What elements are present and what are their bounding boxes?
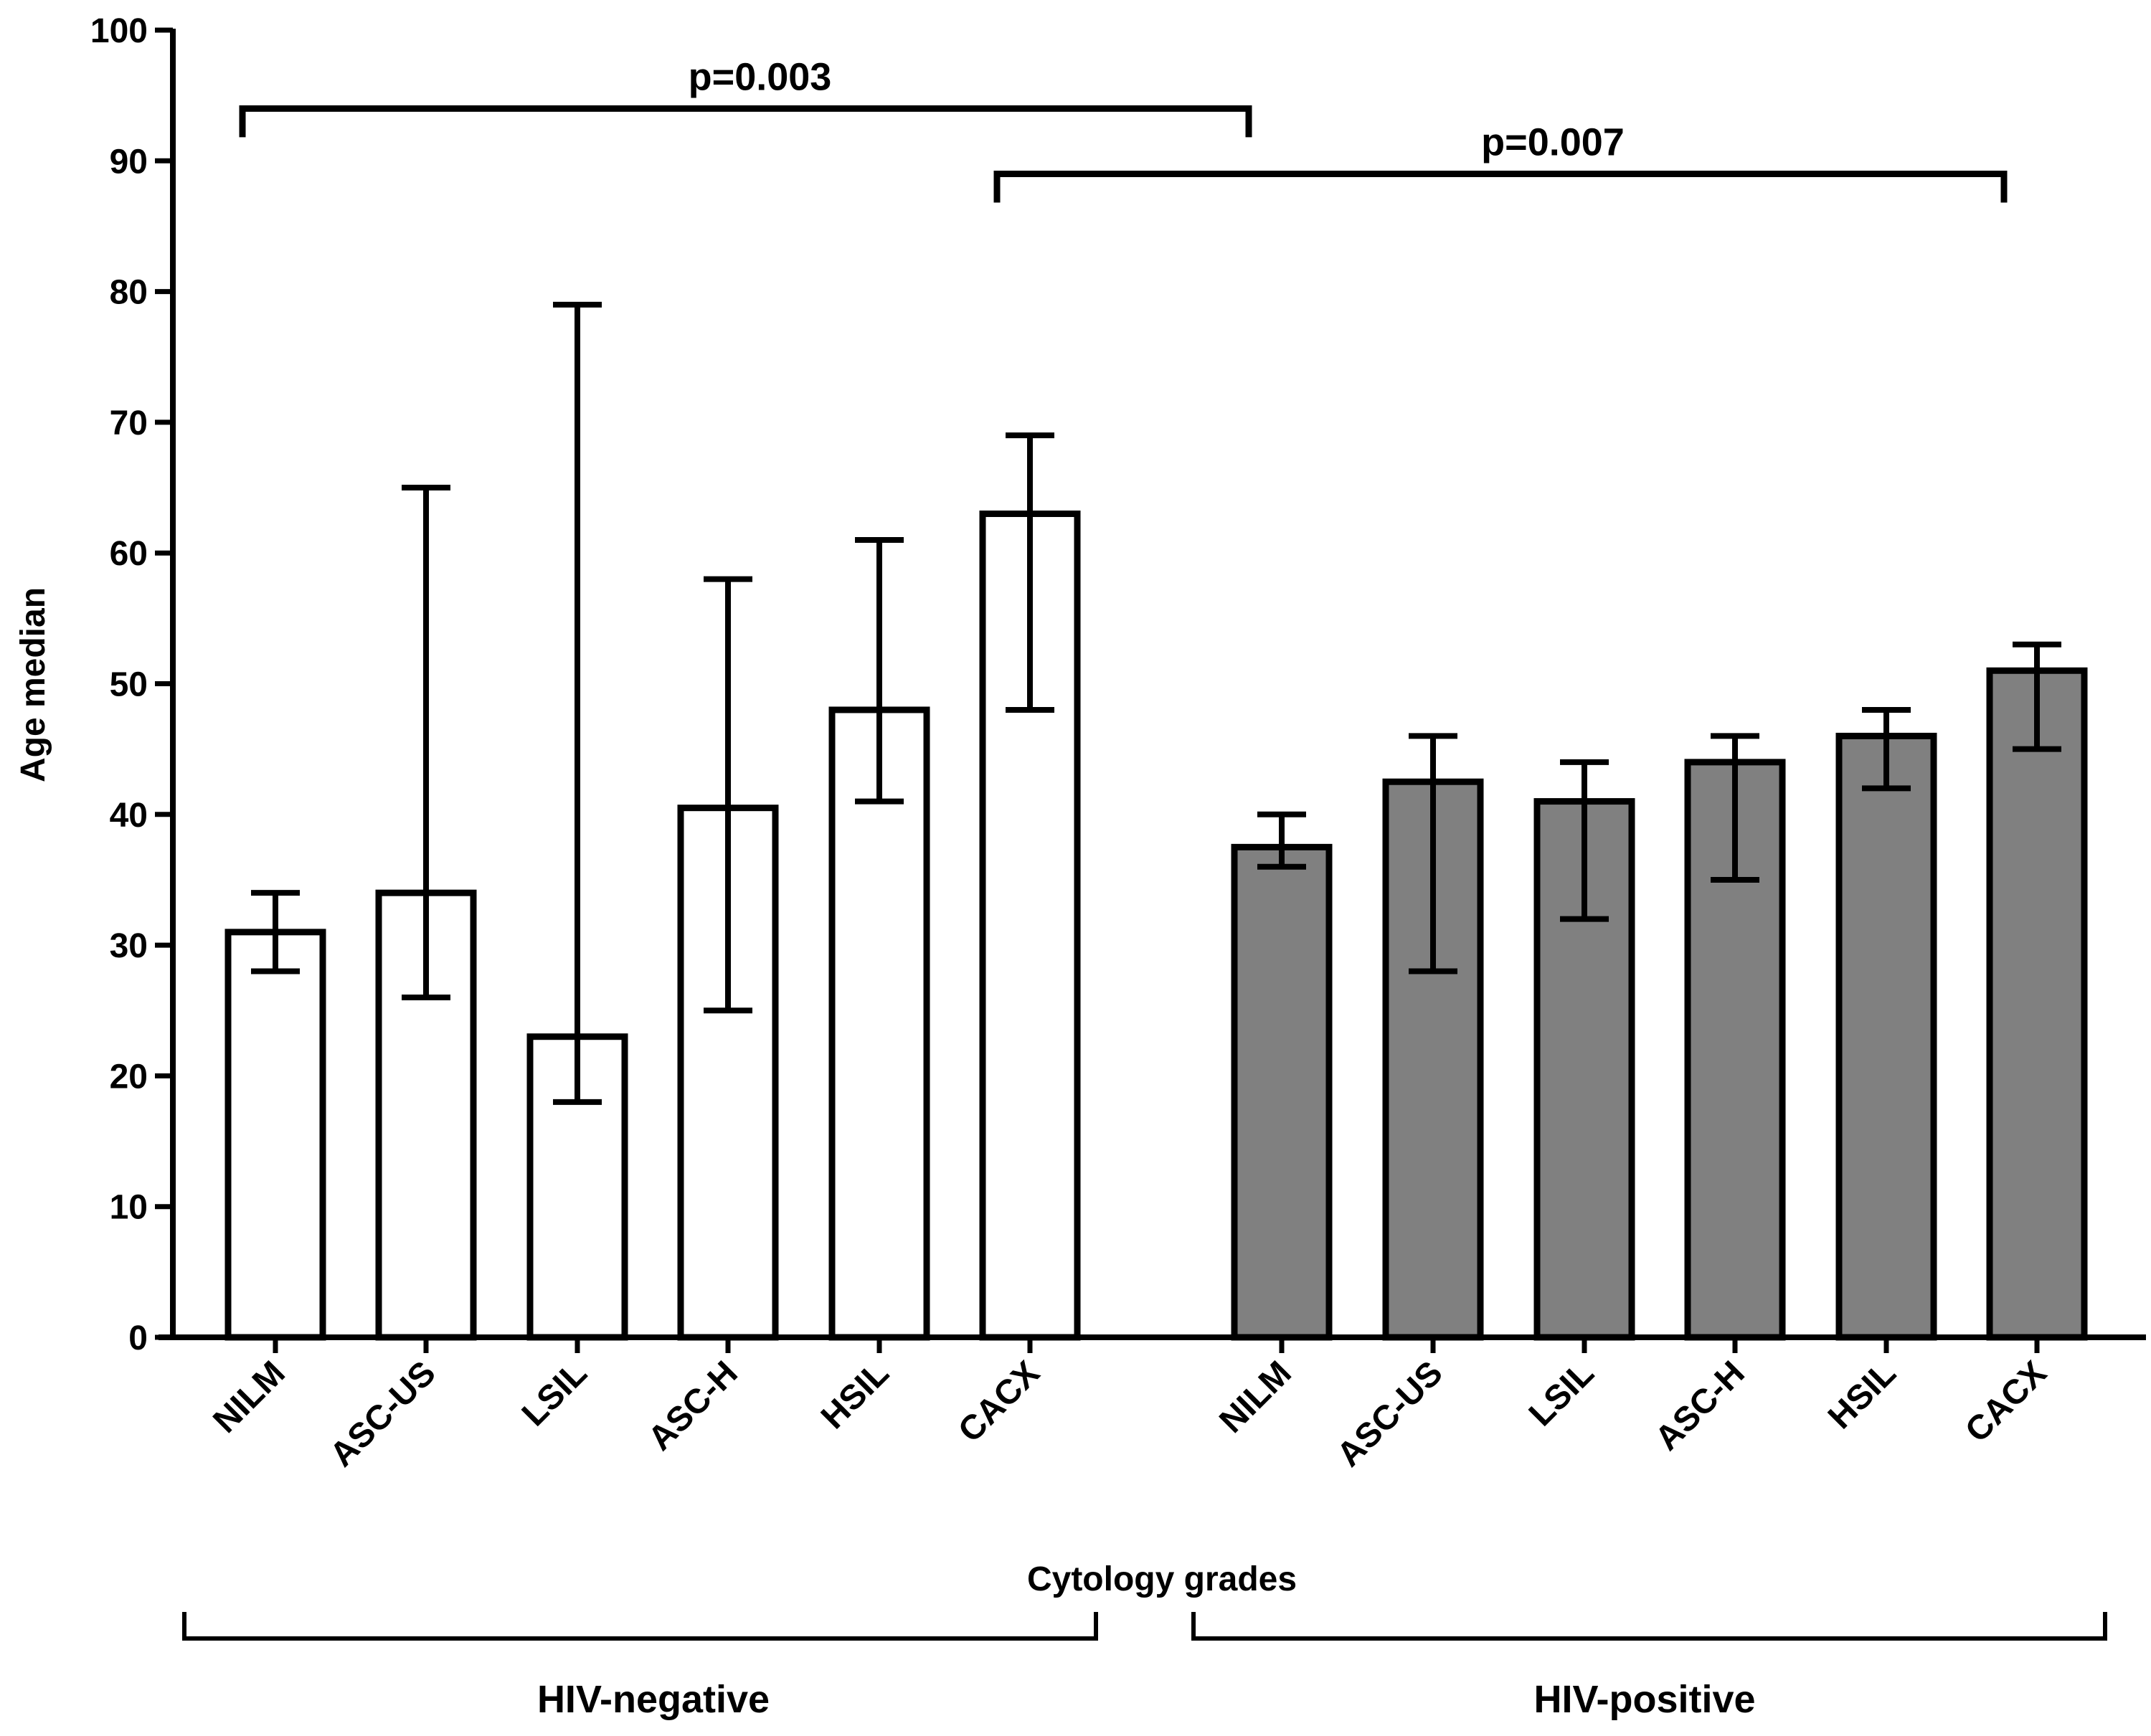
y-tick-label: 20: [110, 1058, 148, 1096]
y-tick-label: 40: [110, 797, 148, 835]
y-tick-label: 30: [110, 927, 148, 965]
p-value-label-1: p=0.003: [689, 55, 832, 98]
p-value-label-2: p=0.007: [1481, 121, 1625, 164]
x-tick-label-hiv-negative-nilm: NILM: [206, 1354, 292, 1440]
x-tick-label-hiv-negative-lsil: LSIL: [515, 1354, 595, 1433]
group-label-hiv-negative: HIV-negative: [537, 1678, 770, 1721]
y-tick-label: 60: [110, 535, 148, 573]
y-tick-label: 0: [128, 1319, 148, 1357]
y-tick-label: 90: [110, 143, 148, 181]
significance-bracket-1: [239, 105, 1252, 138]
group-bracket-hiv-positive: [1191, 1612, 2107, 1641]
y-tick-label: 100: [90, 12, 148, 50]
x-tick-label-hiv-negative-asc-h: ASC-H: [641, 1354, 745, 1458]
bar-hiv-positive-hsil: [1835, 732, 1937, 1341]
group-bracket-hiv-negative: [182, 1612, 1098, 1641]
bar-hiv-positive-cacx: [1986, 667, 2088, 1341]
x-tick-label-hiv-positive-cacx: CACX: [1958, 1354, 2054, 1450]
bar-hiv-negative-nilm: [224, 929, 326, 1341]
x-tick-label-hiv-positive-hsil: HSIL: [1821, 1354, 1904, 1436]
y-tick-label: 10: [110, 1189, 148, 1227]
group-label-hiv-positive: HIV-positive: [1533, 1678, 1755, 1721]
bar-hiv-negative-hsil: [828, 706, 930, 1341]
x-tick-label-hiv-positive-asc-h: ASC-H: [1648, 1354, 1752, 1458]
x-axis-label: Cytology grades: [1027, 1560, 1297, 1598]
x-tick-label-hiv-negative-cacx: CACX: [951, 1354, 1047, 1450]
bar-hiv-positive-nilm: [1231, 843, 1333, 1341]
x-tick-label-hiv-positive-nilm: NILM: [1212, 1354, 1298, 1440]
x-tick-label-hiv-positive-lsil: LSIL: [1522, 1354, 1602, 1433]
y-tick-label: 50: [110, 666, 148, 704]
x-tick-label-hiv-negative-hsil: HSIL: [814, 1354, 897, 1436]
x-tick-label-hiv-positive-asc-us: ASC-US: [1330, 1354, 1450, 1474]
y-tick-label: 70: [110, 404, 148, 442]
y-tick-label: 80: [110, 274, 148, 312]
significance-bracket-2: [993, 171, 2008, 203]
x-tick-label-hiv-negative-asc-us: ASC-US: [323, 1354, 443, 1474]
y-axis-label: Age median: [14, 587, 52, 782]
